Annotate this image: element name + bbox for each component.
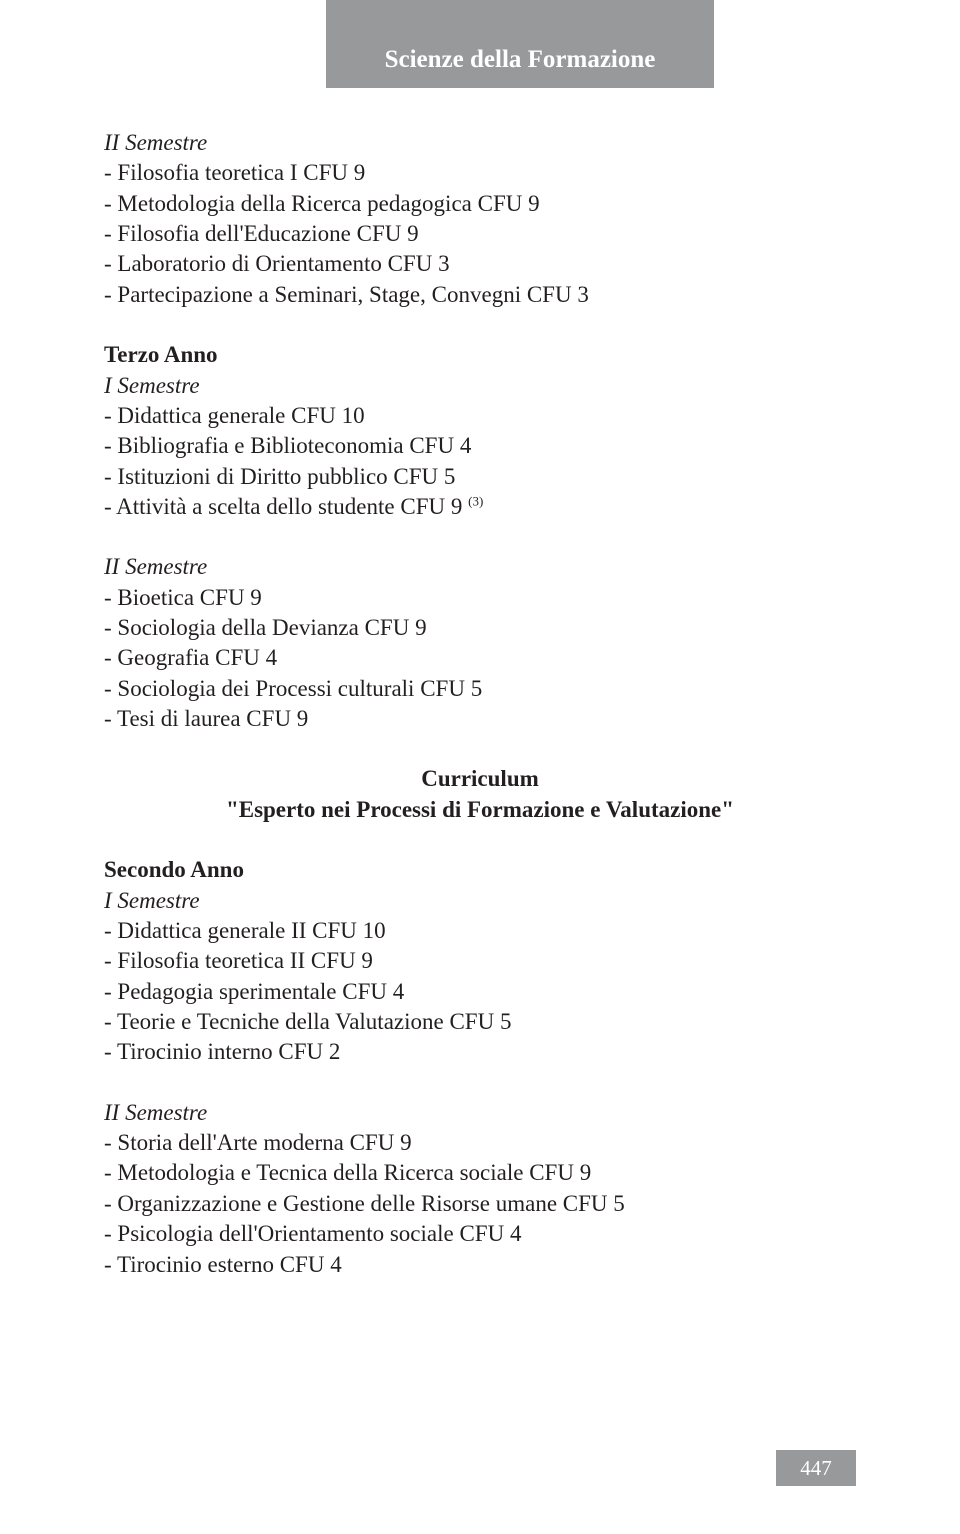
- list-item: - Filosofia dell'Educazione CFU 9: [104, 219, 856, 249]
- list-item: - Storia dell'Arte moderna CFU 9: [104, 1128, 856, 1158]
- page-number: 447: [800, 1456, 832, 1481]
- semester-heading: I Semestre: [104, 371, 856, 401]
- document-body: II Semestre - Filosofia teoretica I CFU …: [104, 128, 856, 1310]
- year-heading: Secondo Anno: [104, 855, 856, 885]
- section-heading: II Semestre: [104, 128, 856, 158]
- header-title: Scienze della Formazione: [385, 46, 656, 74]
- list-item: - Psicologia dell'Orientamento sociale C…: [104, 1219, 856, 1249]
- list-item: - Bioetica CFU 9: [104, 583, 856, 613]
- list-item: - Laboratorio di Orientamento CFU 3: [104, 249, 856, 279]
- list-item: - Filosofia teoretica I CFU 9: [104, 158, 856, 188]
- list-item: - Tirocinio interno CFU 2: [104, 1037, 856, 1067]
- header-tab: Scienze della Formazione: [326, 0, 714, 88]
- list-item: - Sociologia della Devianza CFU 9: [104, 613, 856, 643]
- section-ii-semestre-3: II Semestre - Storia dell'Arte moderna C…: [104, 1098, 856, 1280]
- curriculum-title: Curriculum "Esperto nei Processi di Form…: [104, 764, 856, 825]
- list-item: - Organizzazione e Gestione delle Risors…: [104, 1189, 856, 1219]
- footnote-ref: (3): [468, 493, 483, 508]
- list-item: - Attività a scelta dello studente CFU 9…: [104, 492, 856, 522]
- list-item: - Pedagogia sperimentale CFU 4: [104, 977, 856, 1007]
- list-item: - Tirocinio esterno CFU 4: [104, 1250, 856, 1280]
- semester-heading: I Semestre: [104, 886, 856, 916]
- list-item: - Tesi di laurea CFU 9: [104, 704, 856, 734]
- list-item: - Bibliografia e Biblioteconomia CFU 4: [104, 431, 856, 461]
- list-item: - Metodologia della Ricerca pedagogica C…: [104, 189, 856, 219]
- page-number-box: 447: [776, 1450, 856, 1486]
- list-item: - Geografia CFU 4: [104, 643, 856, 673]
- section-ii-semestre-2: II Semestre - Bioetica CFU 9 - Sociologi…: [104, 552, 856, 734]
- section-heading: II Semestre: [104, 1098, 856, 1128]
- list-item: - Partecipazione a Seminari, Stage, Conv…: [104, 280, 856, 310]
- section-secondo-anno: Secondo Anno I Semestre - Didattica gene…: [104, 855, 856, 1068]
- list-item: - Filosofia teoretica II CFU 9: [104, 946, 856, 976]
- list-item: - Teorie e Tecniche della Valutazione CF…: [104, 1007, 856, 1037]
- list-item: - Istituzioni di Diritto pubblico CFU 5: [104, 462, 856, 492]
- list-item: - Metodologia e Tecnica della Ricerca so…: [104, 1158, 856, 1188]
- year-heading: Terzo Anno: [104, 340, 856, 370]
- list-item: - Didattica generale CFU 10: [104, 401, 856, 431]
- section-ii-semestre-1: II Semestre - Filosofia teoretica I CFU …: [104, 128, 856, 310]
- curriculum-line1: Curriculum: [104, 764, 856, 794]
- curriculum-line2: "Esperto nei Processi di Formazione e Va…: [104, 795, 856, 825]
- list-item: - Didattica generale II CFU 10: [104, 916, 856, 946]
- section-heading: II Semestre: [104, 552, 856, 582]
- section-terzo-anno: Terzo Anno I Semestre - Didattica genera…: [104, 340, 856, 522]
- list-item: - Sociologia dei Processi culturali CFU …: [104, 674, 856, 704]
